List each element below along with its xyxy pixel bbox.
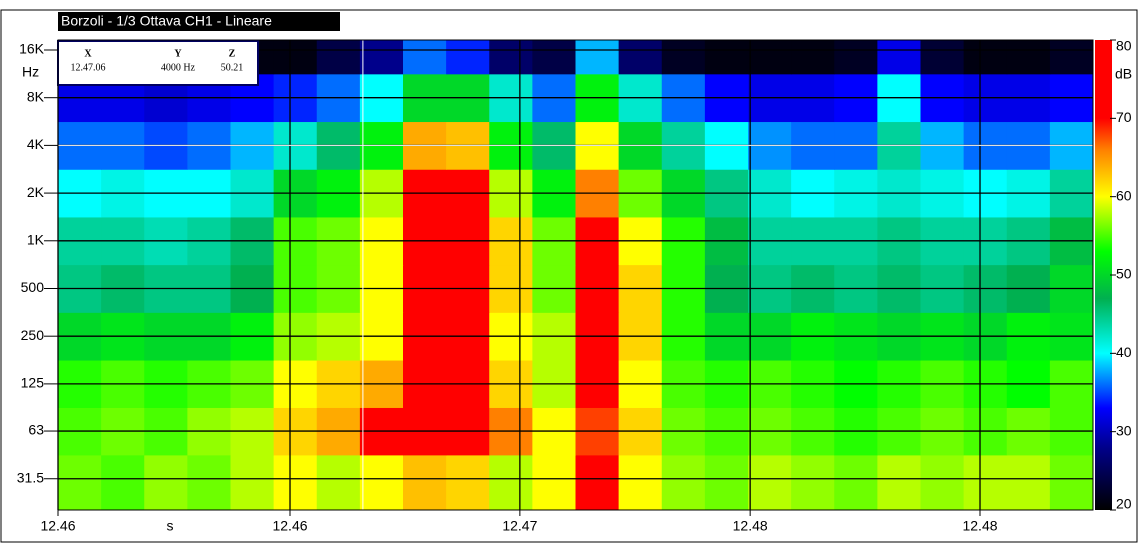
heatmap-cell — [446, 454, 490, 511]
heatmap-cell — [575, 454, 620, 511]
heatmap-cell — [834, 454, 878, 511]
heatmap-cell — [1049, 454, 1094, 511]
heatmap-cell — [791, 40, 835, 75]
heatmap-cell — [316, 454, 361, 511]
y-tick-label: 4K — [27, 136, 45, 152]
heatmap-cell — [920, 40, 965, 75]
heatmap-cell — [144, 454, 188, 511]
heatmap-cell — [187, 454, 231, 511]
plot-area — [57, 40, 1094, 511]
y-tick-label: 2K — [27, 184, 45, 200]
heatmap-cell — [101, 454, 145, 511]
y-axis-label: Hz — [22, 64, 39, 80]
heatmap-cell — [273, 40, 318, 75]
readout-header: X — [84, 48, 92, 59]
title-bar — [58, 12, 340, 31]
colorbar-tick-label: 80 — [1116, 38, 1132, 54]
colorbar-label: dB — [1115, 66, 1132, 82]
x-tick-label: 12.47 — [502, 518, 537, 534]
y-tick-label: 31.5 — [17, 469, 44, 485]
heatmap-cell — [661, 40, 706, 75]
y-tick-label: 63 — [28, 422, 44, 438]
y-tick-label: 8K — [27, 88, 45, 104]
heatmap-cell — [704, 454, 749, 511]
x-tick-label: 12.46 — [40, 518, 75, 534]
readout-value: 4000 Hz — [161, 62, 196, 73]
heatmap-cell — [920, 454, 965, 511]
heatmap-cell — [359, 40, 404, 75]
heatmap-cell — [489, 40, 533, 75]
heatmap-cell — [575, 40, 620, 75]
heatmap-cell — [403, 454, 447, 511]
colorbar — [1095, 40, 1112, 510]
readout-header: Z — [229, 48, 236, 59]
heatmap-cell — [489, 454, 533, 511]
y-tick-label: 16K — [19, 41, 45, 57]
readout-value: 12.47.06 — [71, 62, 106, 73]
heatmap-cell — [58, 454, 102, 511]
heatmap-cell — [704, 40, 749, 75]
heatmap-cell — [532, 40, 576, 75]
heatmap-cell — [273, 454, 318, 511]
heatmap-cell — [446, 40, 490, 75]
heatmap-cell — [963, 454, 1008, 511]
readout-box — [57, 40, 259, 86]
colorbar-tick-label: 70 — [1116, 109, 1132, 125]
readout-value: 50.21 — [221, 62, 244, 73]
heatmap-cell — [963, 40, 1008, 75]
x-tick-label: 12.48 — [733, 518, 768, 534]
y-tick-label: 125 — [21, 375, 45, 391]
heatmap-cell — [748, 40, 792, 75]
heatmap-cell — [1049, 40, 1094, 75]
heatmap-cell — [661, 454, 706, 511]
heatmap-cell — [877, 40, 921, 75]
y-tick-label: 1K — [27, 231, 45, 247]
heatmap-cell — [877, 454, 921, 511]
heatmap-cell — [618, 454, 663, 511]
y-tick-label: 250 — [21, 327, 45, 343]
x-tick-label: 12.48 — [962, 518, 997, 534]
heatmap-cell — [403, 40, 447, 75]
heatmap-cell — [1006, 40, 1051, 75]
heatmap-cell — [748, 454, 792, 511]
heatmap-cell — [618, 40, 663, 75]
colorbar-tick-label: 30 — [1116, 422, 1132, 438]
y-tick-label: 500 — [21, 279, 45, 295]
colorbar-tick-label: 20 — [1116, 496, 1132, 512]
plot-border — [57, 39, 1094, 511]
chart-title: Borzoli - 1/3 Ottava CH1 - Lineare — [61, 13, 272, 29]
heatmap-cell — [532, 454, 576, 511]
heatmap-cell — [230, 454, 275, 511]
heatmap-cell — [791, 454, 835, 511]
heatmap-cell — [834, 40, 878, 75]
heatmap-cell — [359, 454, 404, 511]
readout-header: Y — [174, 48, 182, 59]
colorbar-tick-label: 40 — [1116, 344, 1132, 360]
heatmap-cell — [316, 40, 361, 75]
x-axis-label: s — [167, 518, 174, 534]
heatmap-cell — [1006, 454, 1051, 511]
x-tick-label: 12.46 — [272, 518, 307, 534]
colorbar-tick-label: 50 — [1116, 266, 1132, 282]
cursor-readout: X Y Z 12.47.06 4000 Hz 50.21 — [57, 40, 259, 86]
colorbar-tick-label: 60 — [1116, 187, 1132, 203]
